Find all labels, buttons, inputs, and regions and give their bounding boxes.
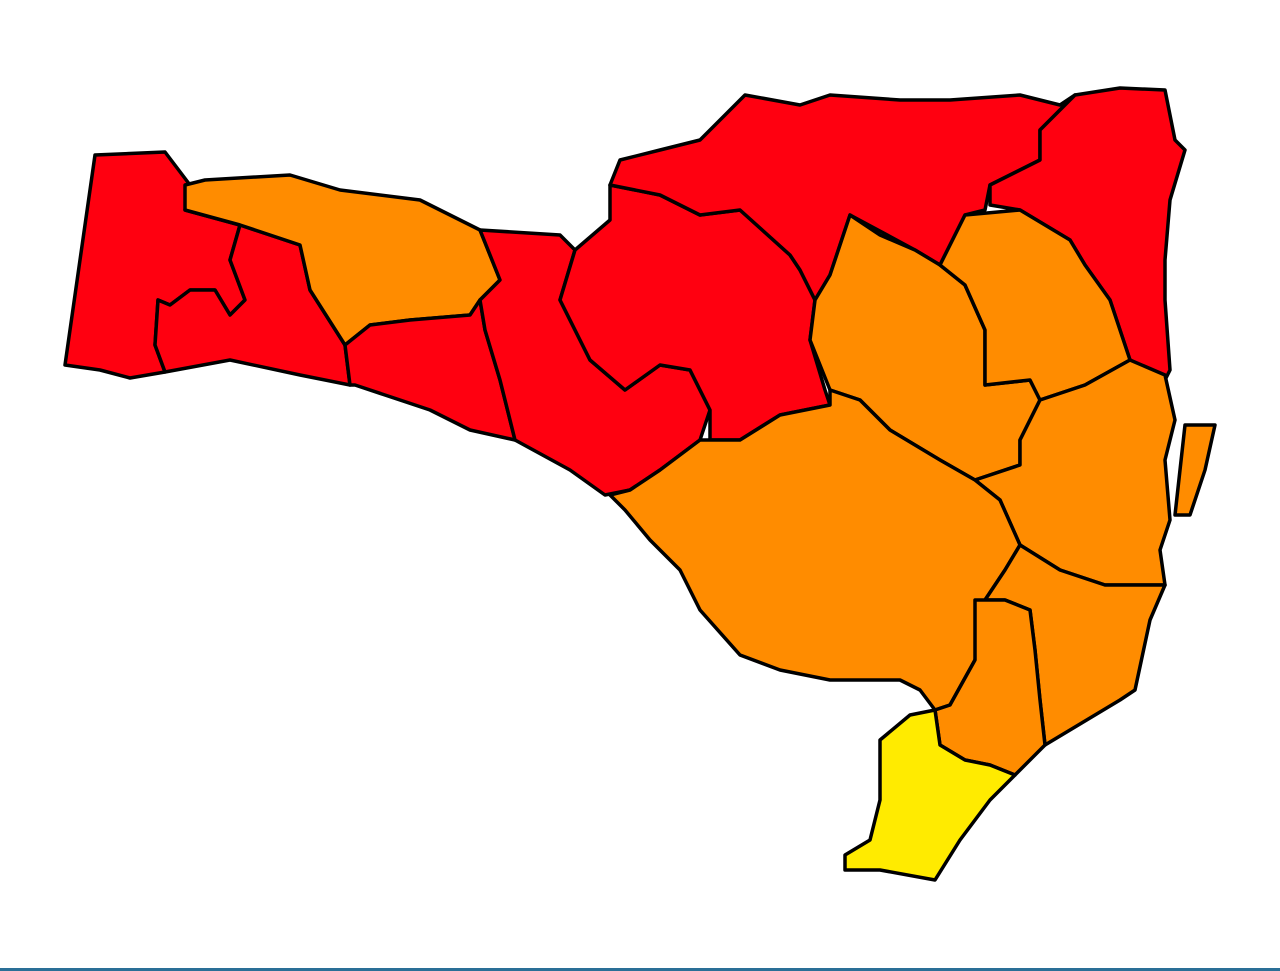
bottom-border bbox=[0, 968, 1280, 971]
region-y1-yellow bbox=[843, 708, 1017, 882]
region-o-island-orange bbox=[1173, 423, 1217, 517]
